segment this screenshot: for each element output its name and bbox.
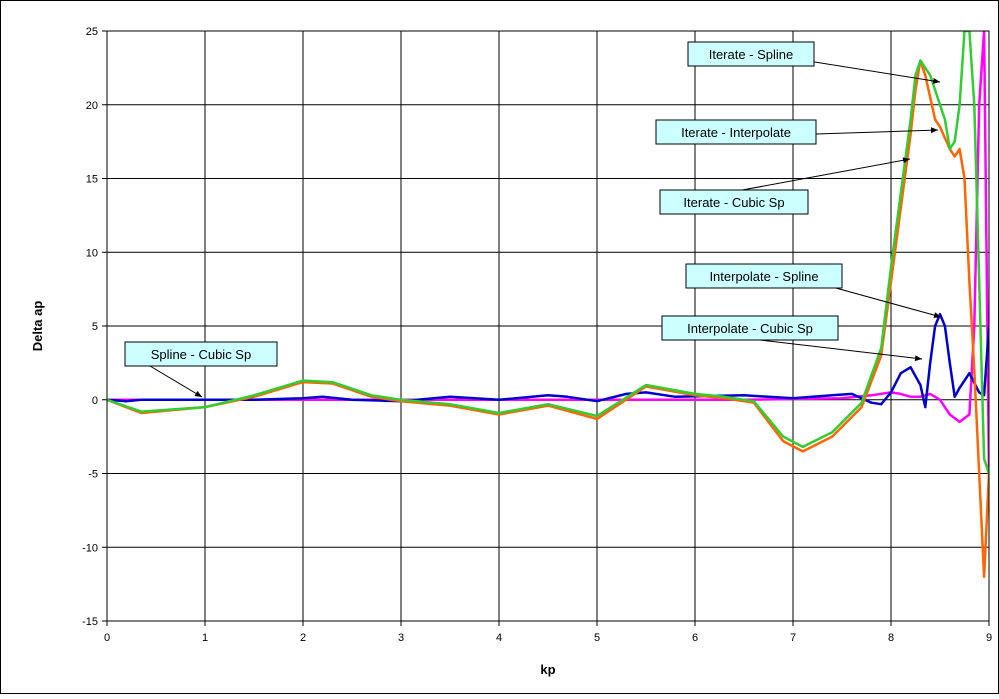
annotation-box bbox=[124, 341, 278, 367]
annotation-callout: Iterate - Spline bbox=[687, 41, 941, 84]
series-line-iterate-interpolate bbox=[107, 59, 989, 579]
annotation-box bbox=[687, 41, 815, 67]
annotation-callout: Interpolate - Cubic Sp bbox=[661, 315, 923, 362]
y-tick-label: -15 bbox=[82, 616, 98, 628]
plot-area-border bbox=[106, 30, 990, 622]
tick-labels: 0 1 2 3 4 5 6 7 8 9 -15 -10 -5 0 5 10 15 20 25 bbox=[82, 26, 992, 644]
annotation-label: Interpolate - Spline bbox=[709, 269, 818, 284]
y-axis-title: Delta ap bbox=[30, 301, 45, 352]
annotation-label: Iterate - Interpolate bbox=[681, 125, 791, 140]
annotation-label: Interpolate - Cubic Sp bbox=[687, 321, 813, 336]
x-tick-label: 2 bbox=[300, 632, 306, 644]
y-tick-label: -10 bbox=[82, 542, 98, 554]
y-tick-label: 25 bbox=[86, 26, 98, 38]
annotation-box bbox=[655, 119, 817, 145]
series-line-iterate-cubic-sp bbox=[107, 31, 989, 474]
annotation-callout: Spline - Cubic Sp bbox=[124, 341, 278, 398]
y-tick-label: 0 bbox=[92, 395, 98, 407]
series-lines bbox=[107, 31, 989, 579]
annotation-callout: Iterate - Cubic Sp bbox=[659, 157, 911, 215]
x-tick-label: 6 bbox=[692, 632, 698, 644]
annotation-label: Iterate - Cubic Sp bbox=[683, 195, 784, 210]
y-tick-label: 20 bbox=[86, 100, 98, 112]
y-tick-label: 5 bbox=[92, 321, 98, 333]
x-tick-label: 3 bbox=[398, 632, 404, 644]
annotation-label: Iterate - Spline bbox=[709, 47, 794, 62]
annotations: Iterate - Spline Iterate - Interpolate Ite… bbox=[124, 41, 942, 398]
annotation-arrow bbox=[149, 365, 203, 398]
x-axis-title: kp bbox=[540, 662, 555, 677]
annotation-box bbox=[659, 189, 809, 215]
y-tick-label: 10 bbox=[86, 247, 98, 259]
x-tick-label: 0 bbox=[104, 632, 110, 644]
annotation-arrow bbox=[815, 127, 939, 135]
x-tick-label: 8 bbox=[888, 632, 894, 644]
x-tick-label: 4 bbox=[496, 632, 502, 644]
annotation-arrow bbox=[759, 339, 923, 362]
x-tick-label: 5 bbox=[594, 632, 600, 644]
x-tick-label: 9 bbox=[986, 632, 992, 644]
grid bbox=[107, 31, 989, 621]
y-tick-label: -5 bbox=[88, 469, 98, 481]
annotation-label: Spline - Cubic Sp bbox=[151, 347, 251, 362]
annotation-box bbox=[661, 315, 839, 341]
x-tick-label: 1 bbox=[202, 632, 208, 644]
y-tick-label: 15 bbox=[86, 174, 98, 186]
x-tick-label: 7 bbox=[790, 632, 796, 644]
annotation-callout: Interpolate - Spline bbox=[685, 263, 942, 319]
annotation-box bbox=[685, 263, 843, 289]
annotation-callout: Iterate - Interpolate bbox=[655, 119, 939, 145]
series-line-interpolate-spline bbox=[107, 312, 989, 409]
